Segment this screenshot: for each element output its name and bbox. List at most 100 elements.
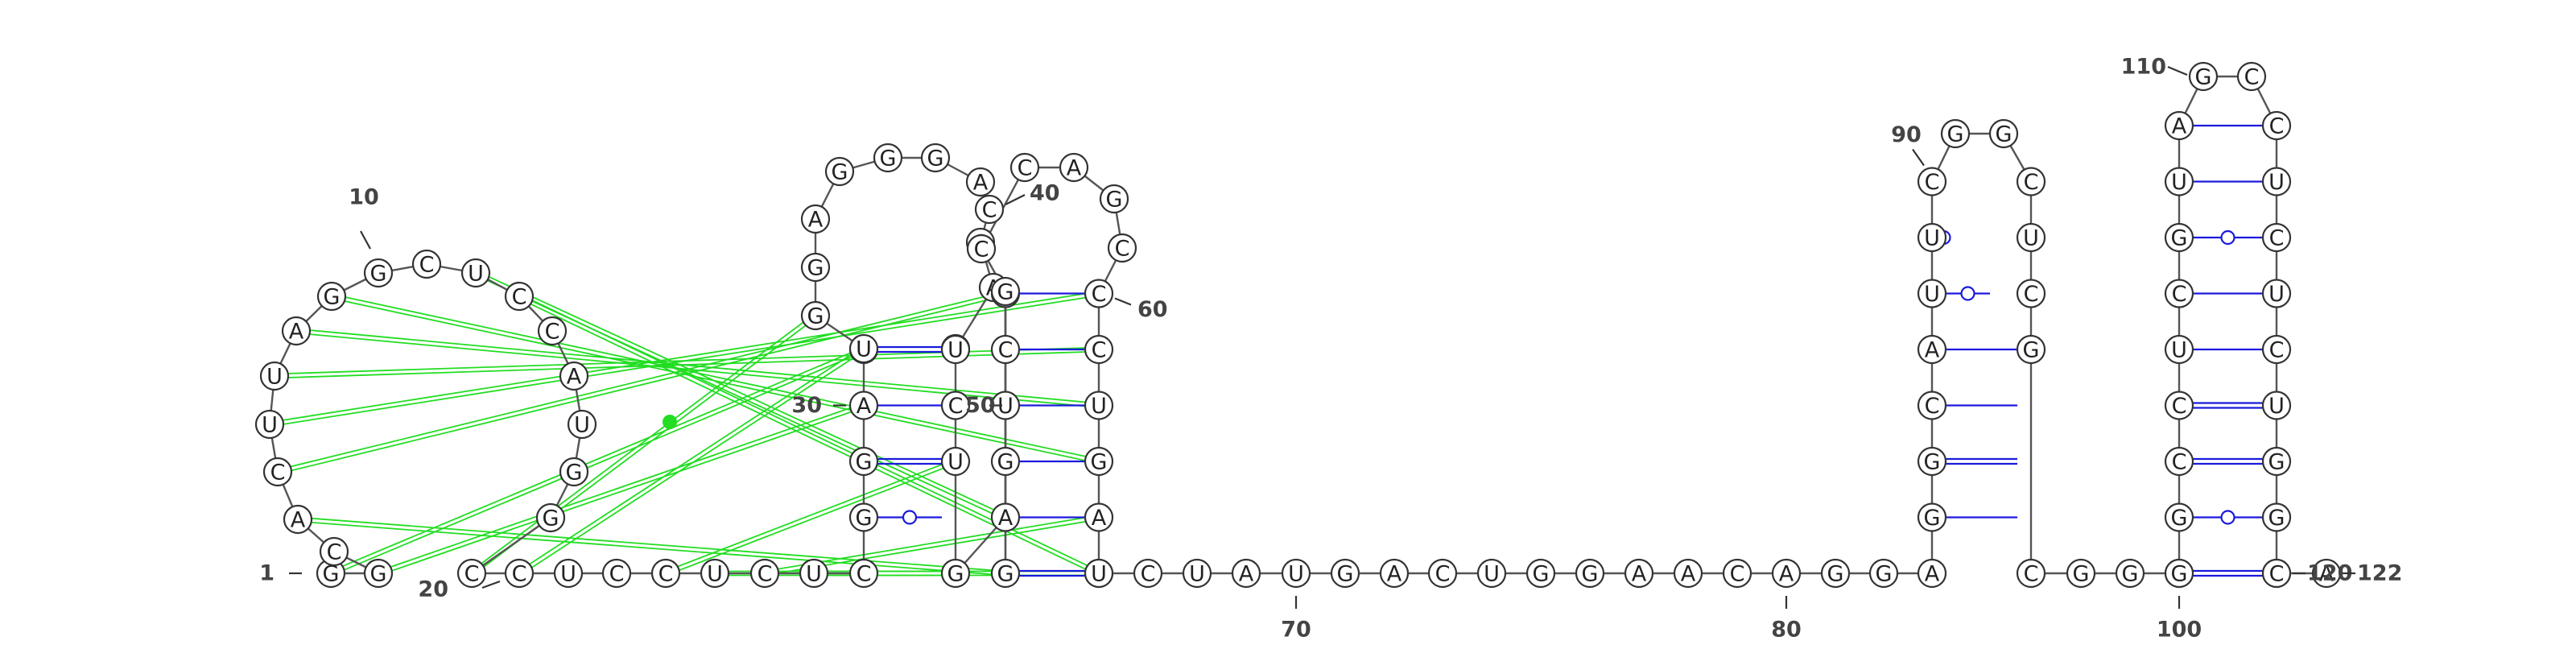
nucleotide[interactable]: A xyxy=(281,316,312,346)
nucleotide[interactable]: A xyxy=(848,391,879,420)
nucleotide[interactable]: A xyxy=(1917,334,1947,365)
nucleotide[interactable]: G xyxy=(1917,502,1947,532)
nucleotide[interactable]: C xyxy=(2016,558,2046,589)
nucleotide[interactable]: G xyxy=(2016,334,2046,365)
nucleotide[interactable]: C xyxy=(601,558,632,589)
nucleotide[interactable]: C xyxy=(456,558,487,589)
nucleotide[interactable]: U xyxy=(567,409,597,440)
nucleotide[interactable]: U xyxy=(1917,222,1947,253)
nucleotide[interactable]: G xyxy=(559,457,589,487)
nucleotide[interactable]: C xyxy=(974,194,1005,225)
nucleotide[interactable]: U xyxy=(1084,391,1114,420)
nucleotide[interactable]: A xyxy=(1379,558,1410,589)
nucleotide[interactable]: C xyxy=(1107,233,1137,263)
nucleotide[interactable]: A xyxy=(1231,558,1261,589)
nucleotide[interactable]: U xyxy=(2164,167,2194,196)
nucleotide[interactable]: G xyxy=(2261,502,2292,532)
nucleotide[interactable]: G xyxy=(1330,558,1360,589)
nucleotide[interactable]: G xyxy=(2164,558,2194,589)
nucleotide[interactable]: A xyxy=(1673,558,1703,589)
nucleotide[interactable]: C xyxy=(504,558,535,589)
nucleotide[interactable]: C xyxy=(537,316,568,346)
nucleotide[interactable]: U xyxy=(1917,279,1947,308)
nucleotide[interactable]: G xyxy=(2188,61,2219,92)
nucleotide[interactable]: G xyxy=(2261,446,2292,477)
nucleotide[interactable]: G xyxy=(2066,558,2096,589)
nucleotide[interactable]: A xyxy=(283,504,313,535)
nucleotide[interactable]: C xyxy=(1084,334,1114,365)
nucleotide[interactable]: G xyxy=(2164,222,2194,253)
nucleotide[interactable]: G xyxy=(1868,558,1899,589)
nucleotide[interactable]: C xyxy=(1133,558,1163,589)
nucleotide[interactable]: A xyxy=(2164,110,2194,141)
nucleotide[interactable]: U xyxy=(1182,558,1212,589)
nucleotide[interactable]: C xyxy=(1427,558,1458,589)
nucleotide[interactable]: U xyxy=(2016,222,2046,253)
nucleotide[interactable]: U xyxy=(990,391,1021,420)
nucleotide[interactable]: C xyxy=(1009,152,1040,183)
nucleotide[interactable]: C xyxy=(990,334,1021,365)
nucleotide[interactable]: C xyxy=(2236,61,2267,92)
nucleotide[interactable]: U xyxy=(799,558,829,589)
nucleotide[interactable]: A xyxy=(1084,502,1114,532)
nucleotide[interactable]: G xyxy=(1525,558,1556,589)
nucleotide[interactable]: U xyxy=(460,258,491,288)
nucleotide[interactable]: C xyxy=(319,536,349,567)
nucleotide[interactable]: U xyxy=(2261,167,2292,196)
nucleotide[interactable]: C xyxy=(2261,110,2292,141)
nucleotide[interactable]: C xyxy=(749,558,780,589)
nucleotide[interactable]: U xyxy=(940,334,971,365)
nucleotide[interactable]: C xyxy=(966,234,997,264)
nucleotide[interactable]: G xyxy=(824,156,855,187)
nucleotide[interactable]: U xyxy=(259,361,290,391)
nucleotide[interactable]: C xyxy=(2164,391,2194,420)
nucleotide[interactable]: U xyxy=(940,446,971,477)
nucleotide[interactable]: G xyxy=(316,281,347,312)
nucleotide[interactable]: C xyxy=(1917,167,1947,196)
nucleotide[interactable]: C xyxy=(2261,334,2292,365)
nucleotide[interactable]: C xyxy=(2164,446,2194,477)
nucleotide[interactable]: A xyxy=(1917,558,1947,589)
nucleotide[interactable]: G xyxy=(1575,558,1605,589)
nucleotide[interactable]: G xyxy=(990,558,1021,589)
nucleotide[interactable]: C xyxy=(940,391,971,420)
nucleotide[interactable]: G xyxy=(1917,446,1947,477)
nucleotide[interactable]: U xyxy=(2261,391,2292,420)
nucleotide[interactable]: U xyxy=(1084,558,1114,589)
nucleotide[interactable]: G xyxy=(848,502,879,532)
nucleotide[interactable]: G xyxy=(848,446,879,477)
nucleotide[interactable]: U xyxy=(553,558,584,589)
nucleotide[interactable]: G xyxy=(800,252,831,283)
nucleotide[interactable]: U xyxy=(2164,334,2194,365)
nucleotide[interactable]: A xyxy=(559,361,589,391)
nucleotide[interactable]: G xyxy=(1940,118,1971,149)
nucleotide[interactable]: U xyxy=(1281,558,1311,589)
nucleotide[interactable]: G xyxy=(990,276,1021,307)
nucleotide[interactable]: C xyxy=(2261,222,2292,253)
nucleotide[interactable]: A xyxy=(2311,558,2342,589)
nucleotide[interactable]: C xyxy=(504,281,535,312)
nucleotide[interactable]: A xyxy=(990,502,1021,532)
nucleotide[interactable]: U xyxy=(2261,279,2292,308)
nucleotide[interactable]: C xyxy=(848,558,879,589)
nucleotide[interactable]: G xyxy=(316,558,346,589)
nucleotide[interactable]: G xyxy=(535,502,566,533)
nucleotide[interactable]: A xyxy=(1624,558,1654,589)
nucleotide[interactable]: C xyxy=(2164,279,2194,308)
nucleotide[interactable]: G xyxy=(920,143,951,173)
nucleotide[interactable]: C xyxy=(2261,558,2292,589)
nucleotide[interactable]: U xyxy=(848,333,879,364)
nucleotide[interactable]: C xyxy=(1084,279,1114,308)
nucleotide[interactable]: A xyxy=(1059,152,1089,183)
nucleotide[interactable]: A xyxy=(1771,558,1802,589)
nucleotide[interactable]: A xyxy=(800,204,831,234)
nucleotide[interactable]: C xyxy=(650,558,681,589)
nucleotide[interactable]: U xyxy=(1476,558,1507,589)
nucleotide[interactable]: C xyxy=(1722,558,1752,589)
nucleotide[interactable]: G xyxy=(990,446,1021,477)
nucleotide[interactable]: G xyxy=(1099,184,1129,214)
nucleotide[interactable]: G xyxy=(2115,558,2145,589)
nucleotide[interactable]: C xyxy=(1917,391,1947,420)
nucleotide[interactable]: G xyxy=(2164,502,2194,532)
nucleotide[interactable]: G xyxy=(363,258,394,288)
